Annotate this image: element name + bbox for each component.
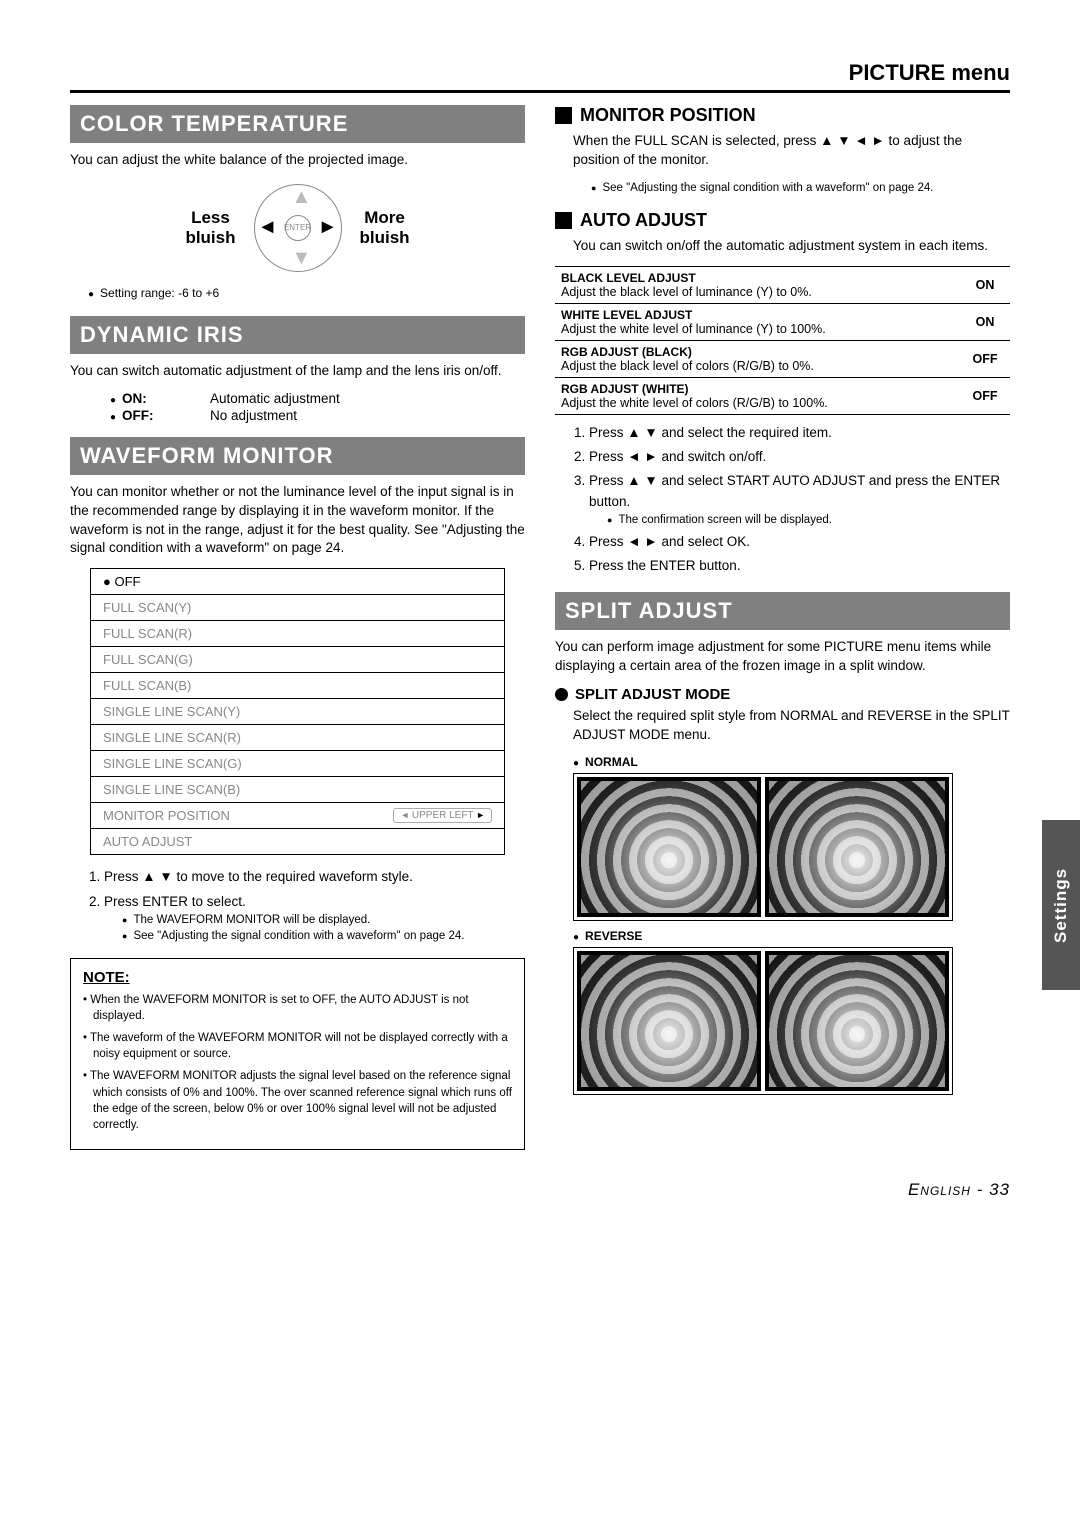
page-title: PICTURE menu — [70, 60, 1010, 93]
sub-note: The WAVEFORM MONITOR will be displayed. — [122, 912, 525, 928]
waveform-steps: Press ▲ ▼ to move to the required wavefo… — [104, 867, 525, 944]
auto-adjust-heading: AUTO ADJUST — [555, 210, 1010, 231]
wf-row: FULL SCAN(G) — [91, 647, 504, 673]
color-temperature-heading: COLOR TEMPERATURE — [70, 105, 525, 143]
example-panel — [577, 951, 761, 1091]
example-panel — [765, 777, 949, 917]
normal-label: NORMAL — [573, 755, 1010, 769]
table-row: RGB ADJUST (BLACK)Adjust the black level… — [555, 340, 1010, 377]
table-row: BLACK LEVEL ADJUSTAdjust the black level… — [555, 266, 1010, 303]
note-box: NOTE: When the WAVEFORM MONITOR is set t… — [70, 958, 525, 1150]
page-footer: English - 33 — [70, 1180, 1010, 1200]
note-title: NOTE: — [83, 969, 512, 986]
sub-note: See "Adjusting the signal condition with… — [122, 928, 525, 944]
square-icon — [555, 107, 572, 124]
note-list: When the WAVEFORM MONITOR is set to OFF,… — [83, 992, 512, 1133]
note-item: The WAVEFORM MONITOR adjusts the signal … — [83, 1068, 512, 1132]
dynamic-iris-desc: You can switch automatic adjustment of t… — [70, 362, 525, 381]
waveform-desc: You can monitor whether or not the lumin… — [70, 483, 525, 559]
monitor-position-value: UPPER LEFT — [393, 808, 492, 823]
step: Press ENTER to select. The WAVEFORM MONI… — [104, 892, 525, 944]
step: Press ◄ ► and switch on/off. — [589, 447, 1010, 467]
on-label: ON: — [110, 391, 210, 406]
dynamic-iris-options: ON:Automatic adjustment OFF:No adjustmen… — [110, 391, 525, 423]
waveform-table: ● OFF FULL SCAN(Y) FULL SCAN(R) FULL SCA… — [90, 568, 505, 855]
step: Press ▲ ▼ and select START AUTO ADJUST a… — [589, 471, 1010, 528]
wf-row: SINGLE LINE SCAN(Y) — [91, 699, 504, 725]
normal-example-image — [573, 773, 953, 921]
split-adjust-heading: SPLIT ADJUST — [555, 592, 1010, 630]
wf-row: FULL SCAN(Y) — [91, 595, 504, 621]
color-temp-control-row: Less bluish ENTER ▲ ▼ ◄ ► More bluish — [70, 184, 525, 272]
split-adjust-mode-desc: Select the required split style from NOR… — [573, 707, 1010, 745]
step: Press the ENTER button. — [589, 556, 1010, 576]
right-column: MONITOR POSITION When the FULL SCAN is s… — [555, 105, 1010, 1150]
square-icon — [555, 212, 572, 229]
dynamic-iris-heading: DYNAMIC IRIS — [70, 316, 525, 354]
down-arrow-icon: ▼ — [292, 247, 312, 270]
table-row: WHITE LEVEL ADJUSTAdjust the white level… — [555, 303, 1010, 340]
wf-row-auto-adjust: AUTO ADJUST — [91, 829, 504, 854]
up-arrow-icon: ▲ — [292, 186, 312, 209]
split-adjust-mode-heading: SPLIT ADJUST MODE — [555, 686, 1010, 703]
example-panel — [765, 951, 949, 1091]
color-temp-desc: You can adjust the white balance of the … — [70, 151, 525, 170]
waveform-monitor-heading: WAVEFORM MONITOR — [70, 437, 525, 475]
off-label: OFF: — [110, 408, 210, 423]
example-panel — [577, 777, 761, 917]
wf-row: SINGLE LINE SCAN(R) — [91, 725, 504, 751]
step: Press ◄ ► and select OK. — [589, 532, 1010, 552]
auto-adjust-steps: Press ▲ ▼ and select the required item. … — [589, 423, 1010, 577]
setting-range: Setting range: -6 to +6 — [88, 286, 525, 300]
note-item: When the WAVEFORM MONITOR is set to OFF,… — [83, 992, 512, 1024]
less-bluish-label: Less bluish — [185, 208, 235, 249]
left-column: COLOR TEMPERATURE You can adjust the whi… — [70, 105, 525, 1150]
on-value: Automatic adjustment — [210, 391, 340, 406]
monitor-position-desc: When the FULL SCAN is selected, press ▲ … — [573, 132, 1010, 170]
wf-row: FULL SCAN(R) — [91, 621, 504, 647]
dpad-icon: ENTER ▲ ▼ ◄ ► — [254, 184, 342, 272]
auto-adjust-desc: You can switch on/off the automatic adju… — [573, 237, 1010, 256]
off-value: No adjustment — [210, 408, 297, 423]
wf-row: FULL SCAN(B) — [91, 673, 504, 699]
note-item: The waveform of the WAVEFORM MONITOR wil… — [83, 1030, 512, 1062]
sub-note: The confirmation screen will be displaye… — [607, 512, 1010, 528]
right-arrow-icon: ► — [318, 216, 338, 239]
wf-row-monitor-position: MONITOR POSITIONUPPER LEFT — [91, 803, 504, 829]
auto-adjust-table: BLACK LEVEL ADJUSTAdjust the black level… — [555, 266, 1010, 415]
left-arrow-icon: ◄ — [258, 216, 278, 239]
side-tab-settings: Settings — [1042, 820, 1080, 990]
bullet-icon — [555, 688, 568, 701]
reverse-label: REVERSE — [573, 929, 1010, 943]
wf-row-off: ● OFF — [91, 569, 504, 595]
enter-icon: ENTER — [285, 215, 311, 241]
monitor-position-subnote: See "Adjusting the signal condition with… — [591, 180, 1010, 196]
split-adjust-desc: You can perform image adjustment for som… — [555, 638, 1010, 676]
reverse-example-image — [573, 947, 953, 1095]
step: Press ▲ ▼ to move to the required wavefo… — [104, 867, 525, 887]
step: Press ▲ ▼ and select the required item. — [589, 423, 1010, 443]
content-columns: COLOR TEMPERATURE You can adjust the whi… — [70, 105, 1010, 1150]
table-row: RGB ADJUST (WHITE)Adjust the white level… — [555, 377, 1010, 414]
monitor-position-heading: MONITOR POSITION — [555, 105, 1010, 126]
wf-row: SINGLE LINE SCAN(B) — [91, 777, 504, 803]
wf-row: SINGLE LINE SCAN(G) — [91, 751, 504, 777]
more-bluish-label: More bluish — [360, 208, 410, 249]
